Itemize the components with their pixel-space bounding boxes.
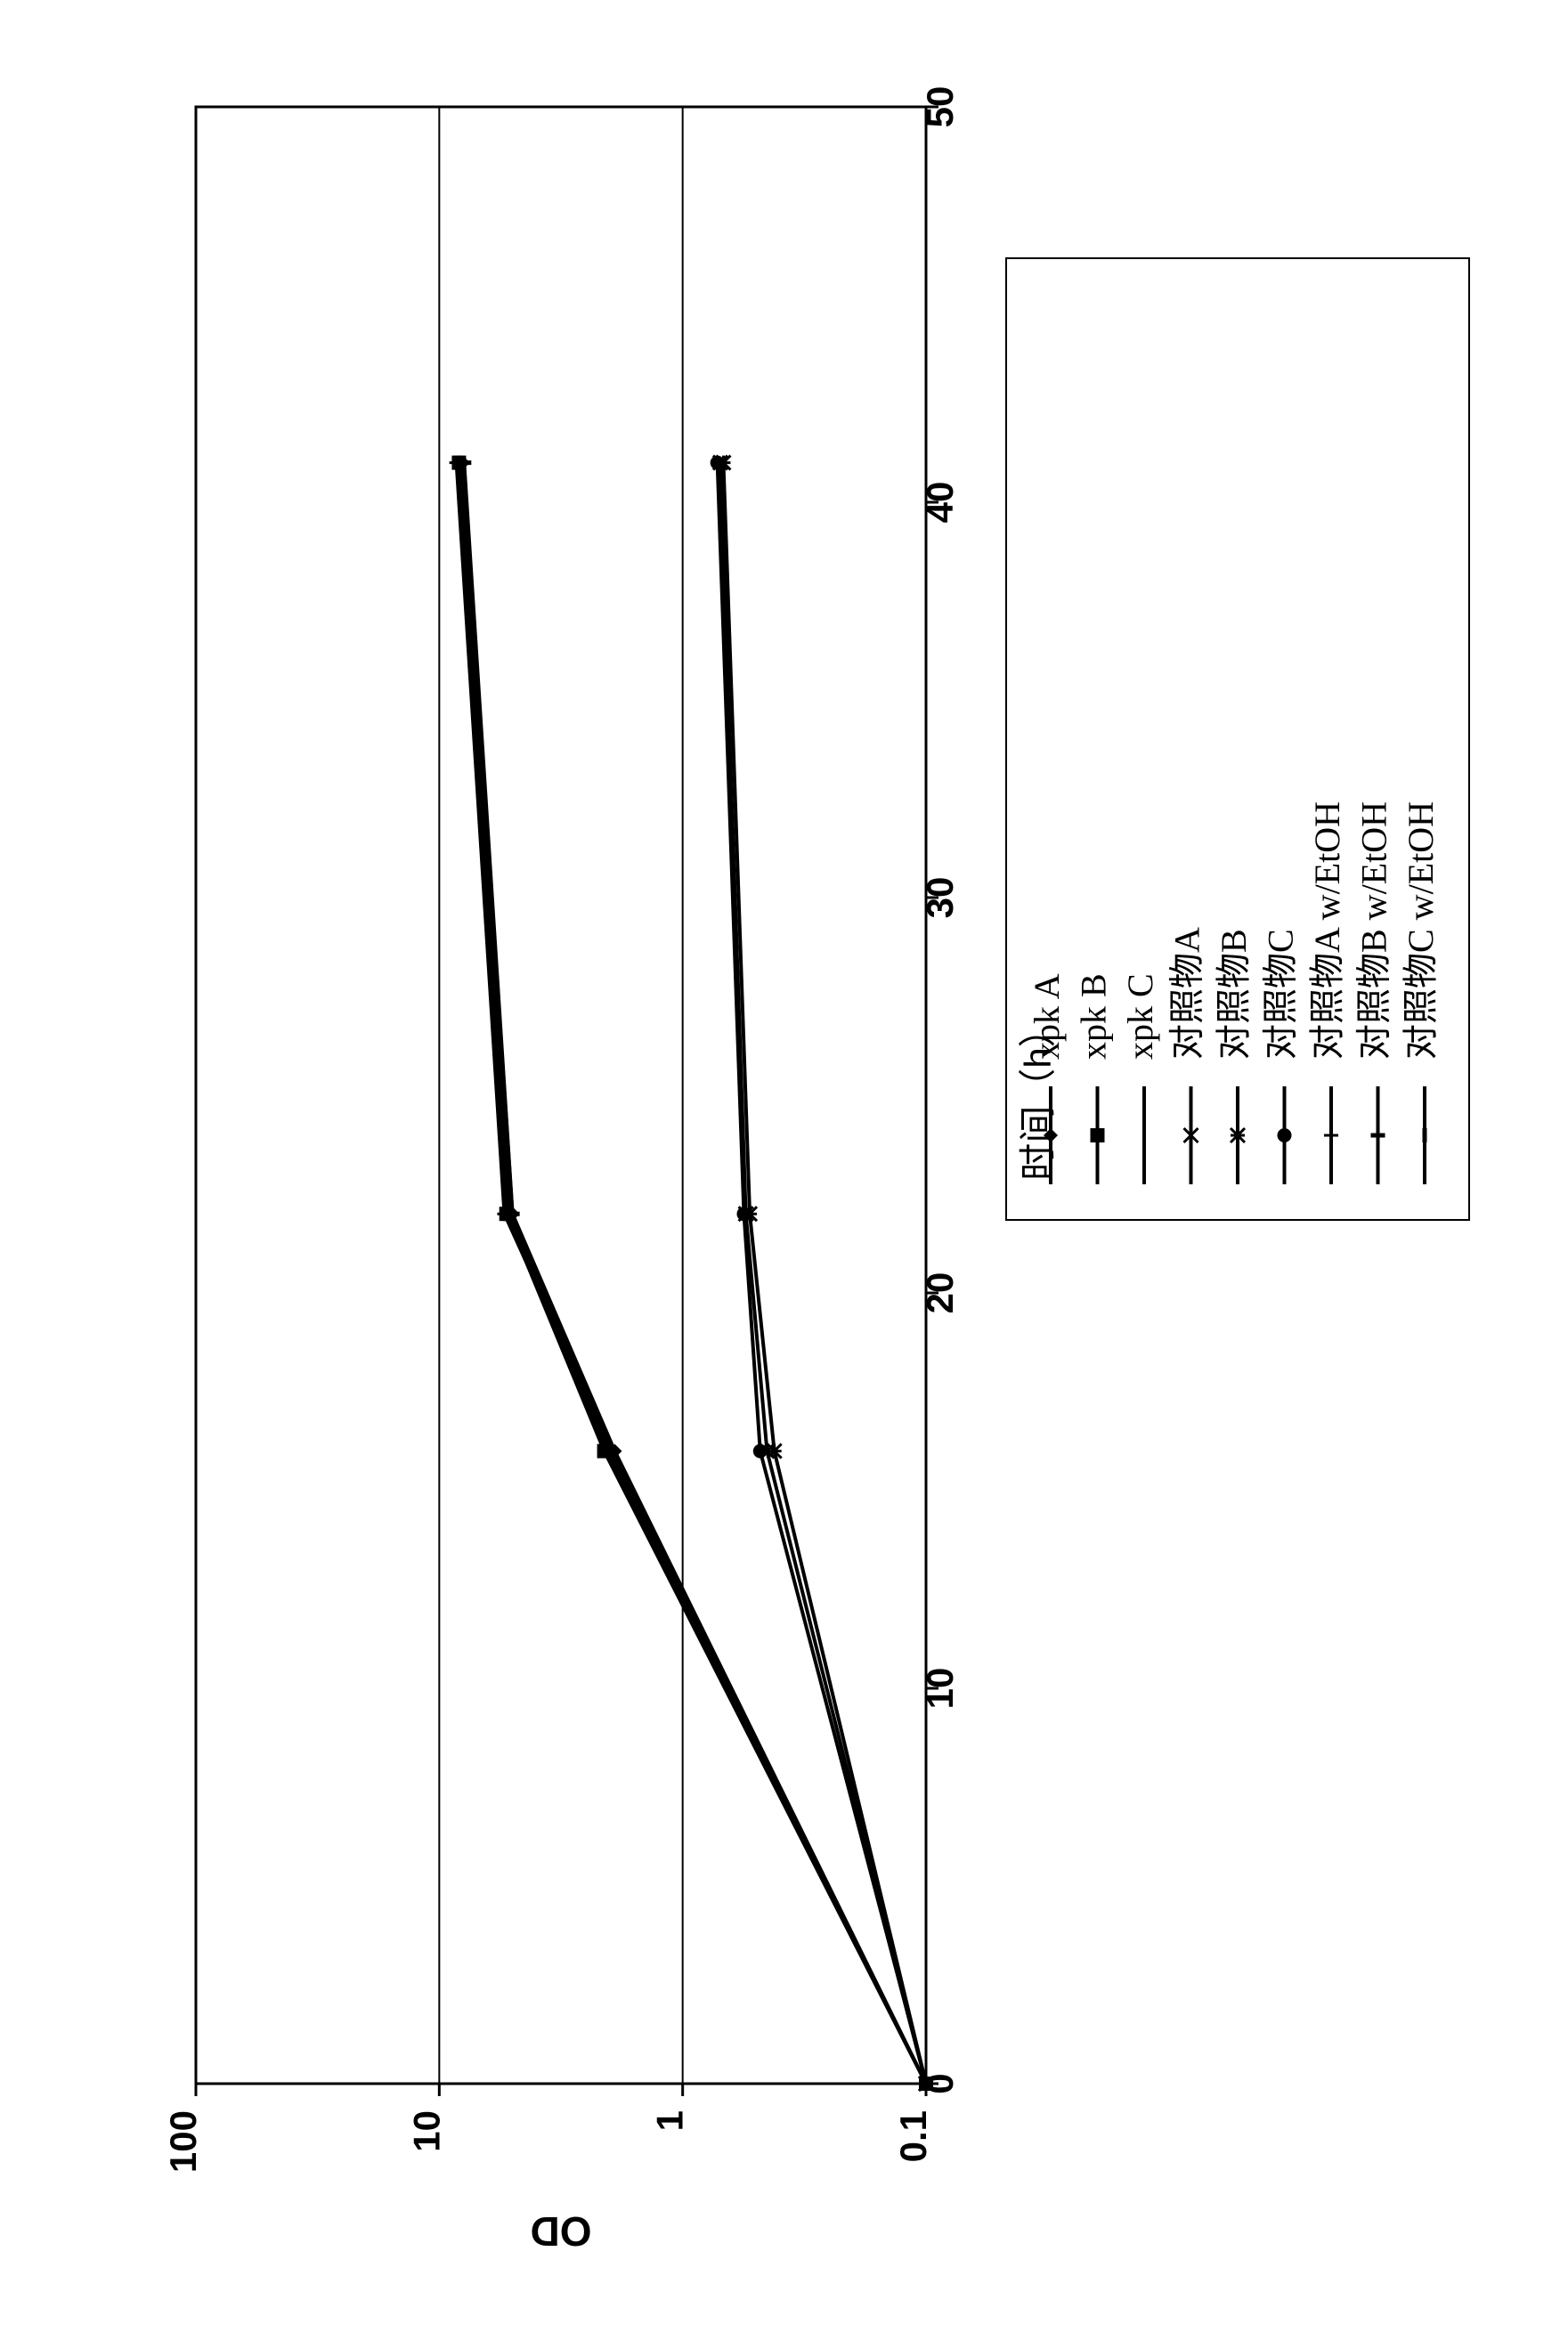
x-axis-title: 时间（h）	[1017, 1010, 1059, 1180]
legend-label: 对照物C	[1261, 929, 1301, 1060]
x-tick-label: 30	[919, 877, 961, 919]
legend-label: 对照物C w/EtOH	[1401, 801, 1441, 1060]
y-tick-label: 10	[405, 2110, 447, 2152]
legend-label: xpk B	[1074, 973, 1114, 1060]
legend-label: 对照物B w/EtOH	[1354, 801, 1394, 1060]
legend-label: xpk C	[1120, 973, 1160, 1060]
chart: xpk Axpk Bxpk C对照物A对照物B对照物C对照物A w/EtOH对照…	[0, 0, 1568, 2341]
y-tick-label: 0.1	[892, 2110, 934, 2162]
x-tick-label: 40	[919, 482, 961, 524]
x-tick-label: 50	[919, 86, 961, 128]
legend-label: 对照物A	[1167, 927, 1207, 1060]
y-tick-label: 1	[649, 2110, 691, 2131]
x-tick-label: 0	[919, 2073, 961, 2093]
legend-box	[1006, 258, 1469, 1220]
legend-label: 对照物B	[1214, 929, 1254, 1060]
x-tick-label: 20	[919, 1272, 961, 1314]
y-axis-title: OD	[531, 2208, 592, 2255]
x-tick-label: 10	[919, 1668, 961, 1710]
legend-label: 对照物A w/EtOH	[1307, 801, 1347, 1060]
y-tick-label: 100	[162, 2110, 204, 2173]
